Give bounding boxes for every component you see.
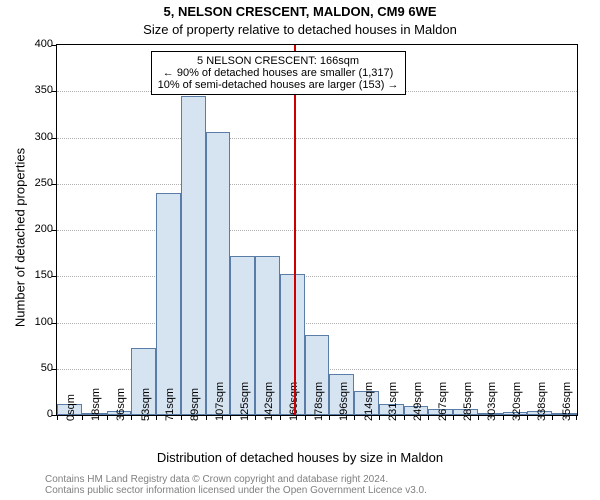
x-tick-label: 231sqm [387, 382, 399, 421]
x-tick-label: 125sqm [239, 382, 251, 421]
x-tick-label: 178sqm [313, 382, 325, 421]
x-tick-label: 285sqm [462, 382, 474, 421]
x-tick-mark [280, 415, 281, 420]
annotation-line-1: 5 NELSON CRESCENT: 166sqm [158, 55, 399, 67]
x-tick-mark [453, 415, 454, 420]
x-tick-mark [329, 415, 330, 420]
x-tick-mark [206, 415, 207, 420]
histogram-bar [206, 132, 231, 415]
x-tick-label: 320sqm [511, 382, 523, 421]
x-tick-label: 18sqm [90, 388, 102, 421]
x-tick-label: 303sqm [486, 382, 498, 421]
credit-line-2: Contains public sector information licen… [45, 485, 427, 496]
x-tick-label: 338sqm [536, 382, 548, 421]
x-tick-label: 267sqm [437, 382, 449, 421]
x-tick-mark [478, 415, 479, 420]
x-tick-mark [503, 415, 504, 420]
x-tick-mark [379, 415, 380, 420]
x-tick-mark [404, 415, 405, 420]
x-tick-mark [107, 415, 108, 420]
x-tick-label: 89sqm [189, 388, 201, 421]
annotation-box: 5 NELSON CRESCENT: 166sqm ← 90% of detac… [151, 51, 406, 95]
y-axis-label: Number of detached properties [13, 78, 28, 398]
credit-line-1: Contains HM Land Registry data © Crown c… [45, 474, 427, 485]
reference-line [294, 45, 296, 415]
chart-subtitle: Size of property relative to detached ho… [0, 22, 600, 37]
credit-text: Contains HM Land Registry data © Crown c… [45, 474, 427, 496]
gridline [57, 230, 577, 231]
annotation-line-3: 10% of semi-detached houses are larger (… [158, 79, 399, 91]
y-tick-label: 250 [19, 177, 57, 189]
y-tick-label: 400 [19, 38, 57, 50]
annotation-line-2: ← 90% of detached houses are smaller (1,… [158, 67, 399, 79]
y-tick-label: 150 [19, 269, 57, 281]
gridline [57, 138, 577, 139]
x-tick-label: 249sqm [412, 382, 424, 421]
x-tick-label: 214sqm [363, 382, 375, 421]
x-tick-mark [255, 415, 256, 420]
x-tick-label: 356sqm [561, 382, 573, 421]
chart-title: 5, NELSON CRESCENT, MALDON, CM9 6WE [0, 4, 600, 19]
x-tick-mark [156, 415, 157, 420]
x-tick-label: 196sqm [338, 382, 350, 421]
x-axis-label: Distribution of detached houses by size … [0, 450, 600, 465]
x-tick-label: 71sqm [164, 388, 176, 421]
histogram-bar [181, 96, 206, 415]
x-tick-mark [552, 415, 553, 420]
x-tick-label: 53sqm [140, 388, 152, 421]
x-tick-mark [354, 415, 355, 420]
x-tick-mark [181, 415, 182, 420]
x-tick-mark [230, 415, 231, 420]
y-tick-label: 300 [19, 131, 57, 143]
x-tick-mark [131, 415, 132, 420]
gridline [57, 184, 577, 185]
gridline [57, 323, 577, 324]
y-tick-label: 0 [19, 408, 57, 420]
plot-area: 0501001502002503003504000sqm18sqm36sqm53… [56, 44, 578, 416]
x-tick-mark [576, 415, 577, 420]
y-tick-label: 50 [19, 362, 57, 374]
x-tick-mark [82, 415, 83, 420]
x-tick-mark [305, 415, 306, 420]
x-tick-label: 107sqm [214, 382, 226, 421]
chart-root: 5, NELSON CRESCENT, MALDON, CM9 6WE Size… [0, 0, 600, 500]
gridline [57, 276, 577, 277]
x-tick-label: 142sqm [263, 382, 275, 421]
x-tick-label: 36sqm [115, 388, 127, 421]
y-tick-label: 350 [19, 84, 57, 96]
x-tick-mark [428, 415, 429, 420]
x-tick-mark [57, 415, 58, 420]
x-tick-mark [527, 415, 528, 420]
y-tick-label: 100 [19, 316, 57, 328]
x-tick-label: 0sqm [65, 394, 77, 421]
y-tick-label: 200 [19, 223, 57, 235]
histogram-bar [156, 193, 181, 415]
